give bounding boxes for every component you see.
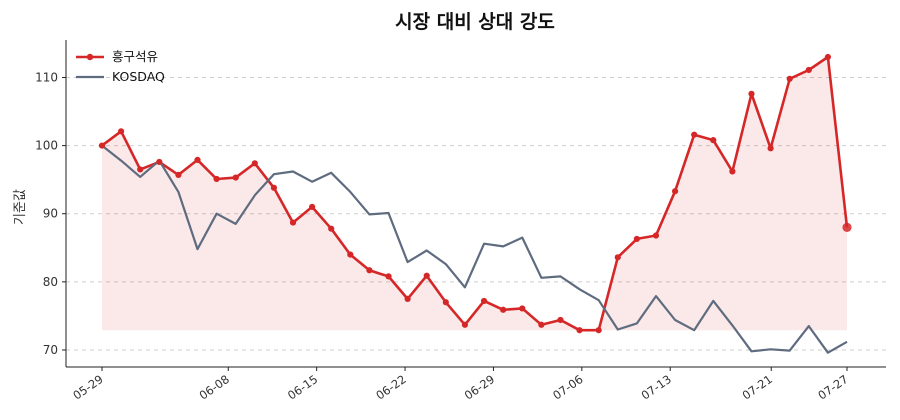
y-tick-label: 90 xyxy=(43,207,58,221)
data-point xyxy=(98,142,106,149)
data-point xyxy=(557,316,564,324)
data-point xyxy=(137,166,144,173)
data-point xyxy=(213,175,220,183)
data-point xyxy=(309,203,316,211)
data-point xyxy=(385,273,392,280)
legend-marker-series-1 xyxy=(86,53,94,61)
x-tick-label: 06-29 xyxy=(462,372,497,403)
x-tick-label: 07-13 xyxy=(639,372,674,403)
data-point xyxy=(710,137,717,144)
x-tick-label: 05-29 xyxy=(70,372,105,403)
data-point xyxy=(194,156,201,163)
x-tick-label: 06-22 xyxy=(373,372,408,403)
data-point xyxy=(347,251,354,258)
x-tick-label: 06-08 xyxy=(197,372,232,403)
y-tick-label: 70 xyxy=(43,343,58,357)
data-point xyxy=(767,145,774,152)
y-tick-label: 100 xyxy=(35,139,58,153)
y-tick-label: 80 xyxy=(43,275,58,289)
series-lines xyxy=(101,55,849,354)
data-point xyxy=(671,188,679,195)
axes xyxy=(65,40,886,368)
x-tick-label: 07-06 xyxy=(550,372,585,403)
fill-area xyxy=(102,57,847,331)
data-point xyxy=(519,305,526,312)
legend-label-series-1: 흥구석유 xyxy=(112,49,158,64)
data-point xyxy=(442,299,449,306)
data-point xyxy=(786,75,793,82)
series-line-2 xyxy=(101,144,848,354)
data-point xyxy=(729,168,736,175)
x-tick-label: 06-15 xyxy=(285,372,320,403)
x-tick-label: 07-27 xyxy=(815,372,850,403)
data-point xyxy=(595,327,602,334)
data-point xyxy=(118,128,125,135)
data-point xyxy=(614,254,621,261)
x-ticks: 05-29 06-08 06-15 06-22 06-29 07-06 07-13 07-21… xyxy=(70,367,851,403)
y-axis-label: 기준값 xyxy=(13,189,28,225)
data-point xyxy=(270,184,278,191)
data-point xyxy=(842,222,852,232)
data-point xyxy=(175,171,182,178)
data-point xyxy=(652,232,660,239)
data-point xyxy=(251,160,258,167)
data-point xyxy=(461,321,469,328)
data-point xyxy=(576,327,583,334)
series-fill-area xyxy=(102,57,847,331)
data-point xyxy=(633,235,640,243)
data-point xyxy=(691,131,698,138)
chart-title: 시장 대비 상대 강도 xyxy=(395,11,555,33)
data-point xyxy=(366,267,373,274)
legend-label-series-2: KOSDAQ xyxy=(112,69,165,84)
data-point xyxy=(480,297,488,305)
x-tick-label: 07-21 xyxy=(740,372,775,403)
data-point xyxy=(404,295,411,302)
y-tick-label: 110 xyxy=(35,70,58,84)
data-point xyxy=(824,53,831,61)
data-point xyxy=(156,158,163,166)
series-line-1 xyxy=(101,55,849,332)
legend: 흥구석유 KOSDAQ xyxy=(76,49,165,84)
data-point xyxy=(538,321,545,328)
data-point xyxy=(748,90,755,97)
data-point xyxy=(289,219,297,226)
data-point xyxy=(500,306,507,313)
series-markers xyxy=(98,53,852,334)
data-point xyxy=(328,225,335,232)
data-point xyxy=(232,174,239,181)
data-point xyxy=(805,66,812,74)
data-point xyxy=(423,272,430,279)
y-ticks: 70 80 90 100 110 xyxy=(35,70,66,357)
